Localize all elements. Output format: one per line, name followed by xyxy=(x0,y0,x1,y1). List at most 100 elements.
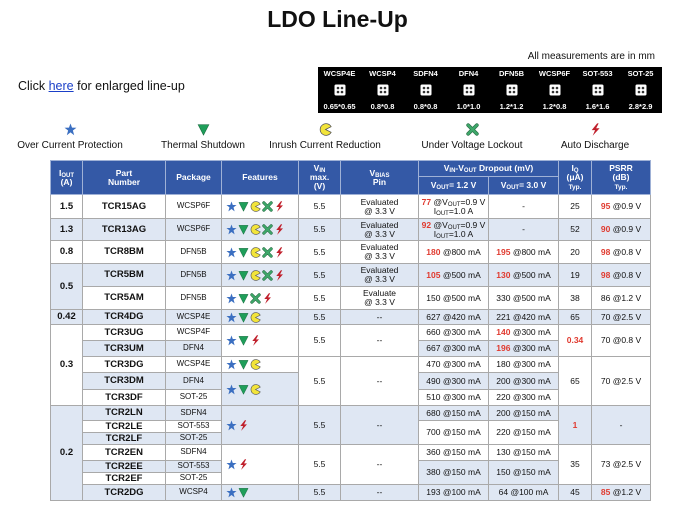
cell-value: 660 xyxy=(426,327,441,338)
cell-condition: @2.5 V xyxy=(612,375,642,386)
table-cell: TCR2DG xyxy=(82,484,166,501)
cell-condition: @300 mA xyxy=(442,343,481,354)
table-cell: SDFN4 xyxy=(165,444,222,461)
cell-text: Evaluated xyxy=(360,219,399,230)
rect xyxy=(592,84,603,96)
table-cell: Evaluated @ 3.3 V xyxy=(340,218,419,241)
package-icon xyxy=(420,84,431,96)
table-cell: TCR3DM xyxy=(82,372,166,390)
cell-text: 5.5 xyxy=(313,335,326,346)
feature-icon xyxy=(238,293,249,304)
polygon xyxy=(226,419,237,430)
cell-value: 64 xyxy=(498,487,509,498)
subscript: OUT xyxy=(436,185,450,192)
package-name: WCSP6F xyxy=(538,69,571,78)
table-cell: TCR3DG xyxy=(82,356,166,373)
cell-text: Evaluated xyxy=(360,265,399,276)
package-size: 0.8*0.8 xyxy=(413,102,438,111)
table-cell: -- xyxy=(340,484,419,501)
cell-text: DFN4 xyxy=(183,375,204,385)
text: I xyxy=(58,167,62,178)
feature-icon xyxy=(465,123,479,136)
cell-text: 25 xyxy=(570,201,580,212)
cell-text: 5.5 xyxy=(313,311,326,322)
feature-icon xyxy=(226,269,237,280)
package-name: SOT-553 xyxy=(582,69,613,78)
package-size: 1.0*1.0 xyxy=(456,102,481,111)
cell-condition: @500 mA xyxy=(442,292,481,303)
table-cell: 85 @1.2 V xyxy=(591,484,652,501)
legend-item: Over Current Protection xyxy=(0,123,145,151)
table-cell: SOT-25 xyxy=(165,389,222,406)
enlarge-link[interactable]: here xyxy=(48,79,74,93)
path xyxy=(466,123,478,136)
table-cell: 1.5 xyxy=(50,194,83,219)
cell-text: TCR2EE xyxy=(105,460,143,472)
cell-text: SDFN4 xyxy=(180,447,207,457)
table-cell: 510 @300 mA xyxy=(418,389,489,406)
table-cell: 700 @150 mA xyxy=(418,420,489,445)
table-cell: TCR3UG xyxy=(82,324,166,341)
feature-icon xyxy=(319,123,332,136)
table-row: 1.3 TCR13AG WCSP6F 5.5 Evaluated @ 3.3 V 92 @V… xyxy=(50,218,652,241)
table-cell: 0.42 xyxy=(50,309,83,325)
text: (A) xyxy=(60,176,73,187)
cell-text: 5.5 xyxy=(313,292,326,303)
package-cell: DFN4 1.0*1.0 xyxy=(447,67,490,113)
text: = 1.2 V xyxy=(449,180,477,191)
table-cell: 20 xyxy=(558,240,593,264)
table-cell: TCR15AG xyxy=(82,194,166,219)
table-row: 0.2 TCR2LN SDFN4 5.5 -- 680 @150 mA 200 @150 m… xyxy=(50,405,652,501)
table-cell: 5.5 xyxy=(298,286,341,310)
table-cell: -- xyxy=(340,444,419,485)
table-cell xyxy=(221,218,299,241)
cell-condition: @2.5 V xyxy=(612,459,642,470)
cell-text: =1.0 A xyxy=(448,228,474,239)
cell-value: 150 xyxy=(496,467,511,478)
text: Part xyxy=(115,167,133,178)
cell-value: 200 xyxy=(496,407,511,418)
package-cell: WCSP4E 0.65*0.65 xyxy=(318,67,361,113)
table-cell: 65 xyxy=(558,356,593,406)
cell-condition: @300 mA xyxy=(442,327,481,338)
cell-value: 150 xyxy=(426,292,441,303)
polygon xyxy=(226,292,237,303)
cell-text: TCR2DG xyxy=(104,486,144,498)
header-cell: VBIAS Pin xyxy=(340,160,419,195)
cell-text: 5.5 xyxy=(313,224,326,235)
circle xyxy=(598,90,601,94)
cell-value: 193 xyxy=(426,487,441,498)
cell-text: -- xyxy=(376,375,383,386)
path xyxy=(250,246,261,258)
header-cell: Features xyxy=(221,160,299,195)
table-cell: 220 @300 mA xyxy=(487,389,560,406)
table-cell: DFN4 xyxy=(165,340,222,357)
circle xyxy=(508,86,511,90)
cell-text: DFN5B xyxy=(180,246,207,256)
measurement-note: All measurements are in mm xyxy=(527,51,655,62)
cell-value: 200 xyxy=(496,375,511,386)
table-cell: 38 xyxy=(558,286,593,310)
cell-text: WCSP4F xyxy=(176,327,211,337)
table-cell: 680 @150 mA xyxy=(418,405,489,421)
table-cell xyxy=(221,263,299,287)
cell-text: SOT-553 xyxy=(177,421,210,431)
rect xyxy=(506,84,517,96)
table-cell: -- xyxy=(340,309,419,325)
cell-condition: @100 mA xyxy=(442,487,481,498)
cell-condition: @150 mA xyxy=(442,407,481,418)
feature-icon xyxy=(591,123,600,136)
cell-text: 1.3 xyxy=(59,223,74,235)
table-head: IOUT (A) Part Number Package Features VIN m… xyxy=(50,160,652,195)
table-cell: SOT-25 xyxy=(165,432,222,445)
feature-icon xyxy=(238,312,249,323)
legend-label: Thermal Shutdown xyxy=(161,140,245,151)
table-cell: TCR2LF xyxy=(82,432,166,445)
text: for enlarged line-up xyxy=(77,79,185,93)
table-row: TCR2LE SOT-553 700 @150 mA 220 @150 mA xyxy=(51,420,651,445)
text: V xyxy=(443,163,450,174)
circle xyxy=(465,86,468,90)
feature-icon xyxy=(250,292,261,304)
package-cell: SOT-25 2.8*2.9 xyxy=(619,67,662,113)
feature-icon xyxy=(226,224,237,235)
